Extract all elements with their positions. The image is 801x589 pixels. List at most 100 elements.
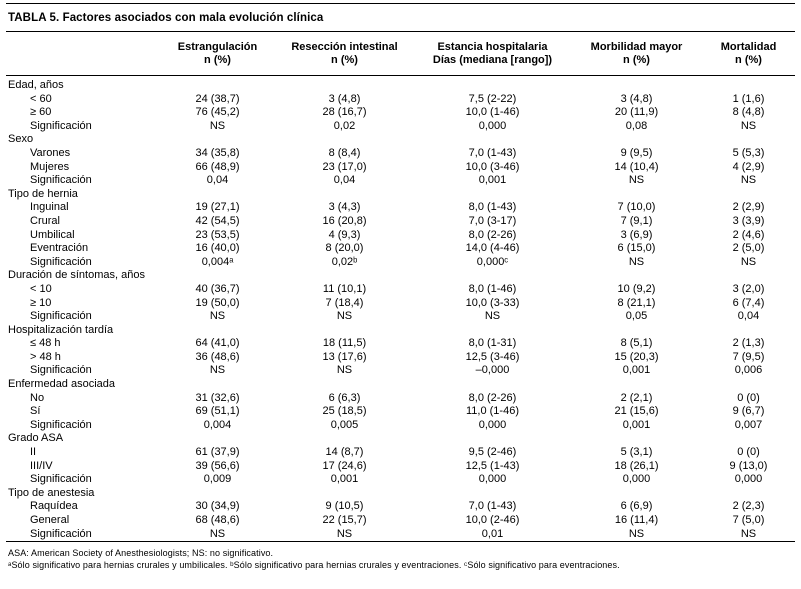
cell-value: 0,08 [625, 119, 648, 132]
column-header-mortalidad: Mortalidad n (%) [702, 31, 795, 76]
group-label: Edad, años [8, 79, 64, 91]
cell-value: 16 (11,4) [614, 514, 659, 526]
cell-value: 42 (54,5) [195, 214, 240, 227]
column-header-line1: Resección intestinal [291, 41, 398, 53]
cell-value: 25 (18,5) [322, 405, 367, 418]
group-row: Edad, años [6, 76, 795, 93]
cell-value: 7,0 (1-43) [468, 500, 517, 513]
cell-value: NS [740, 119, 757, 132]
cell-value: 0,02 [333, 119, 356, 132]
row-label: ≥ 10 [30, 296, 52, 309]
cell-value: 34 (35,8) [195, 146, 240, 159]
row-label: Significación [30, 364, 92, 377]
cell-value: 0,000 [734, 473, 763, 486]
row-label: Umbilical [30, 228, 75, 241]
cell-value: NS [740, 527, 757, 540]
cell-value: 2 (2,3) [732, 500, 765, 513]
cell-value: 0,001 [330, 473, 359, 486]
cell-value: 9 (13,0) [729, 459, 768, 472]
table-row: Raquídea 30 (34,9) 9 (10,5) 7,0 (1-43) 6 (6,… [6, 500, 795, 514]
table-row: II 61 (37,9) 14 (8,7) 9,5 (2-46) 5 (3,1) 0 (0… [6, 446, 795, 460]
column-header-line1: Mortalidad [720, 41, 777, 53]
cell-value: 2 (1,3) [732, 337, 765, 350]
factors-table: Estrangulación n (%) Resección intestina… [6, 31, 795, 542]
row-label: Mujeres [30, 160, 70, 173]
cell-value: 66 (48,9) [195, 160, 240, 173]
cell-value: 76 (45,2) [195, 106, 240, 119]
group-label: Enfermedad asociada [8, 378, 116, 391]
cell-value: 4 (9,3) [328, 228, 361, 241]
table-row: Significación NS 0,02 0,000 0,08 NS [6, 120, 795, 134]
group-row: Tipo de hernia [6, 188, 795, 202]
cell-value: 0,05 [625, 310, 648, 323]
cell-value: 0,01 [481, 527, 504, 540]
cell-value: 39 (56,6) [195, 459, 240, 472]
cell-value: 9 (10,5) [325, 500, 364, 513]
table-row: Umbilical 23 (53,5) 4 (9,3) 8,0 (2-26) 3 (6,… [6, 229, 795, 243]
column-header-estancia: Estancia hospitalaria Días (mediana [ran… [414, 31, 571, 76]
cell-value: 18 (26,1) [614, 459, 659, 472]
table-row: Inguinal 19 (27,1) 3 (4,3) 8,0 (1-43) 7 (10,… [6, 201, 795, 215]
header-spacer [6, 31, 160, 76]
cell-value: NS [209, 310, 226, 323]
table-header: Estrangulación n (%) Resección intestina… [6, 31, 795, 76]
cell-value: 2 (5,0) [732, 242, 765, 255]
cell-value: 6 (6,9) [620, 500, 653, 513]
cell-value: NS [740, 255, 757, 268]
column-header-line1: Estrangulación [177, 41, 258, 53]
table-row: < 60 24 (38,7) 3 (4,8) 7,5 (2-22) 3 (4,8) 1 (… [6, 93, 795, 107]
cell-value: 7 (5,0) [732, 514, 765, 526]
header-row: Estrangulación n (%) Resección intestina… [6, 31, 795, 76]
table-title: TABLA 5. Factores asociados con mala evo… [8, 12, 324, 24]
row-label: III/IV [30, 459, 53, 472]
cell-value: 36 (48,6) [195, 350, 240, 363]
cell-value: 0,000 [478, 119, 507, 132]
cell-value: 10,0 (1-46) [465, 106, 520, 119]
row-label: Raquídea [30, 500, 78, 513]
cell-value: 28 (16,7) [322, 106, 367, 119]
cell-value: 11,0 (1-46) [466, 405, 519, 418]
group-label: Duración de síntomas, años [8, 269, 145, 282]
row-label: Sí [30, 405, 41, 418]
cell-value: 1 (1,6) [732, 92, 765, 105]
cell-value: 0,02ᵇ [331, 255, 358, 268]
cell-value: 4 (2,9) [732, 160, 765, 173]
group-row: Hospitalización tardía [6, 324, 795, 338]
cell-value: 15 (20,3) [614, 350, 659, 363]
cell-value: 3 (4,8) [328, 92, 361, 105]
cell-value: 7,0 (3-17) [468, 214, 517, 227]
group-row: Enfermedad asociada [6, 378, 795, 392]
cell-value: 16 (20,8) [322, 214, 367, 227]
cell-value: 0,000 [478, 418, 507, 431]
cell-value: 0 (0) [737, 446, 760, 459]
cell-value: NS [740, 174, 757, 187]
cell-value: 0,04 [737, 310, 760, 323]
cell-value: 10,0 (3-33) [465, 296, 520, 309]
column-header-line2: n (%) [331, 54, 358, 66]
cell-value: 0,000 [622, 473, 651, 486]
cell-value: –0,000 [475, 364, 510, 377]
top-rule [6, 3, 795, 4]
cell-value: 68 (48,6) [195, 514, 240, 526]
table-row: ≥ 10 19 (50,0) 7 (18,4) 10,0 (3-33) 8 (21,1)… [6, 297, 795, 311]
cell-value: NS [209, 527, 226, 540]
column-header-line2: Días (mediana [rango]) [432, 54, 553, 66]
cell-value: 14 (10,4) [614, 160, 659, 173]
group-label: Hospitalización tardía [8, 323, 114, 336]
cell-value: 19 (50,0) [195, 296, 240, 309]
cell-value: 9,5 (2-46) [468, 446, 517, 459]
cell-value: 6 (6,3) [328, 391, 361, 404]
table-row: Sí 69 (51,1) 25 (18,5) 11,0 (1-46) 21 (15,6)… [6, 405, 795, 419]
group-row: Sexo [6, 133, 795, 147]
cell-value: 7 (10,0) [617, 201, 656, 214]
table-row: Varones 34 (35,8) 8 (8,4) 7,0 (1-43) 9 (9,5)… [6, 147, 795, 161]
cell-value: 14,0 (4-46) [465, 242, 520, 255]
cell-value: 10 (9,2) [617, 282, 656, 295]
cell-value: 0,04 [333, 174, 356, 187]
row-label: Inguinal [30, 201, 69, 214]
cell-value: 8 (5,1) [620, 337, 653, 350]
table-row: General 68 (48,6) 22 (15,7) 10,0 (2-46) 16 (… [6, 514, 795, 528]
cell-value: NS [336, 310, 353, 323]
table-row: Significación NS NS 0,01 NS NS [6, 528, 795, 542]
